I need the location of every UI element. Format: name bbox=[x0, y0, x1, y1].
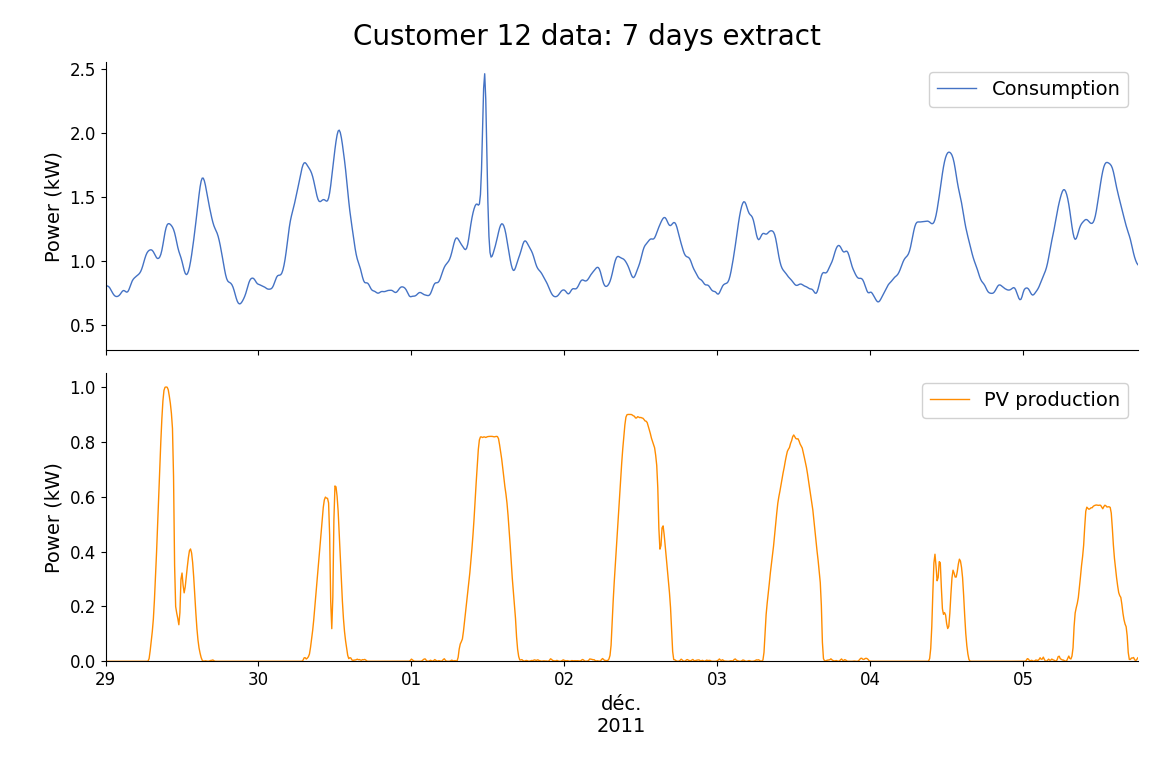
Legend: Consumption: Consumption bbox=[929, 72, 1128, 107]
Y-axis label: Power (kW): Power (kW) bbox=[45, 151, 63, 261]
Legend: PV production: PV production bbox=[922, 383, 1128, 418]
X-axis label: déc.
2011: déc. 2011 bbox=[597, 695, 646, 735]
Text: Customer 12 data: 7 days extract: Customer 12 data: 7 days extract bbox=[353, 23, 820, 51]
Y-axis label: Power (kW): Power (kW) bbox=[45, 462, 63, 573]
